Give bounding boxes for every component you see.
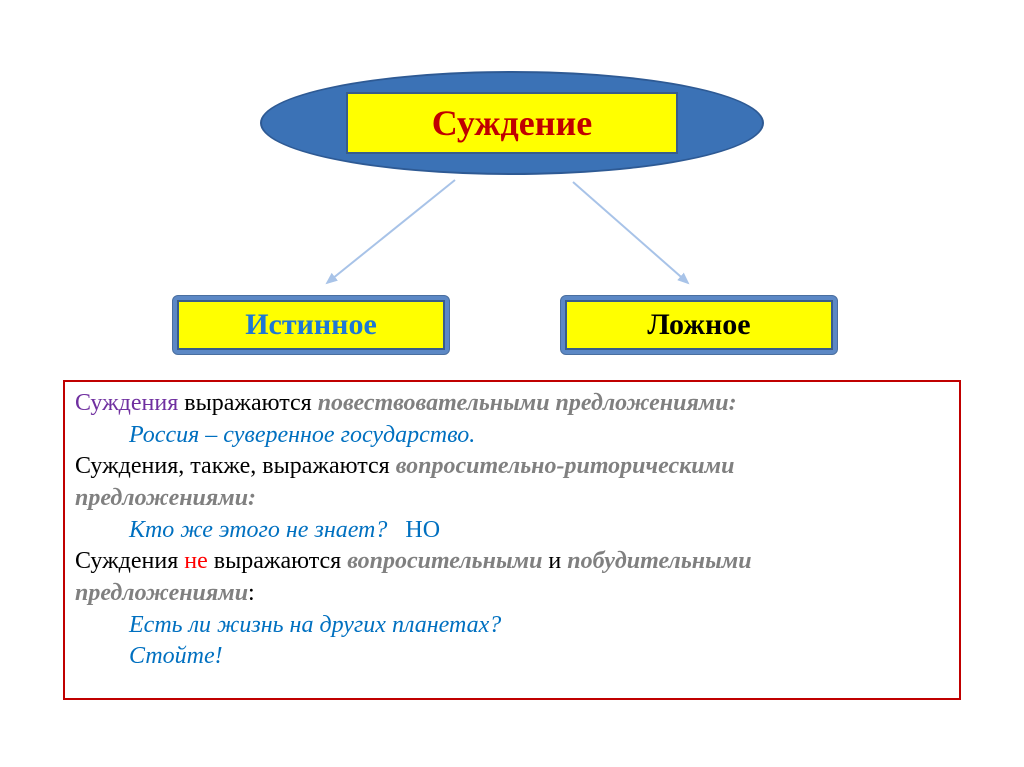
- text-seg: предложениями: [75, 580, 248, 606]
- text-seg: побудительными: [567, 548, 751, 574]
- text-seg: выражаются: [178, 390, 317, 416]
- child-left-inner: Истинное: [177, 300, 445, 350]
- text-line: Есть ли жизнь на других планетах?: [75, 610, 949, 642]
- text-line: Кто же этого не знает? НО: [75, 515, 949, 547]
- explanation-box: Суждения выражаются повествовательными п…: [63, 380, 961, 700]
- child-right-inner: Ложное: [565, 300, 833, 350]
- child-right-outer: Ложное: [560, 295, 838, 355]
- text-seg: Есть ли жизнь на других планетах?: [129, 612, 501, 638]
- text-line: Суждения не выражаются вопросительными и…: [75, 546, 949, 578]
- text-seg: :: [248, 580, 255, 606]
- text-seg: Суждения, также, выражаются: [75, 453, 396, 479]
- text-seg: вопросительными: [347, 548, 542, 574]
- text-seg: Кто же этого не знает?: [129, 517, 387, 543]
- text-line: Суждения выражаются повествовательными п…: [75, 388, 949, 420]
- child-left-text: Истинное: [245, 308, 377, 342]
- arrow-left: [327, 180, 455, 283]
- text-seg: вопросительно-риторическими: [396, 453, 735, 479]
- text-seg: Суждения: [75, 390, 178, 416]
- arrow-right: [573, 182, 688, 283]
- text-seg: повествовательными предложениями:: [318, 390, 737, 416]
- text-line: предложениями:: [75, 578, 949, 610]
- text-seg: Россия – суверенное государство.: [129, 422, 475, 448]
- text-seg: Стойте!: [129, 643, 223, 669]
- text-seg: предложениями:: [75, 485, 256, 511]
- text-line: Стойте!: [75, 641, 949, 673]
- text-line: Суждения, также, выражаются вопросительн…: [75, 451, 949, 483]
- text-seg: и: [542, 548, 567, 574]
- text-seg: не: [184, 548, 208, 574]
- text-line: предложениями:: [75, 483, 949, 515]
- child-right-text: Ложное: [647, 308, 750, 342]
- text-seg: выражаются: [208, 548, 347, 574]
- text-seg: НО: [387, 517, 440, 543]
- child-left-outer: Истинное: [172, 295, 450, 355]
- text-seg: Суждения: [75, 548, 184, 574]
- text-line: Россия – суверенное государство.: [75, 420, 949, 452]
